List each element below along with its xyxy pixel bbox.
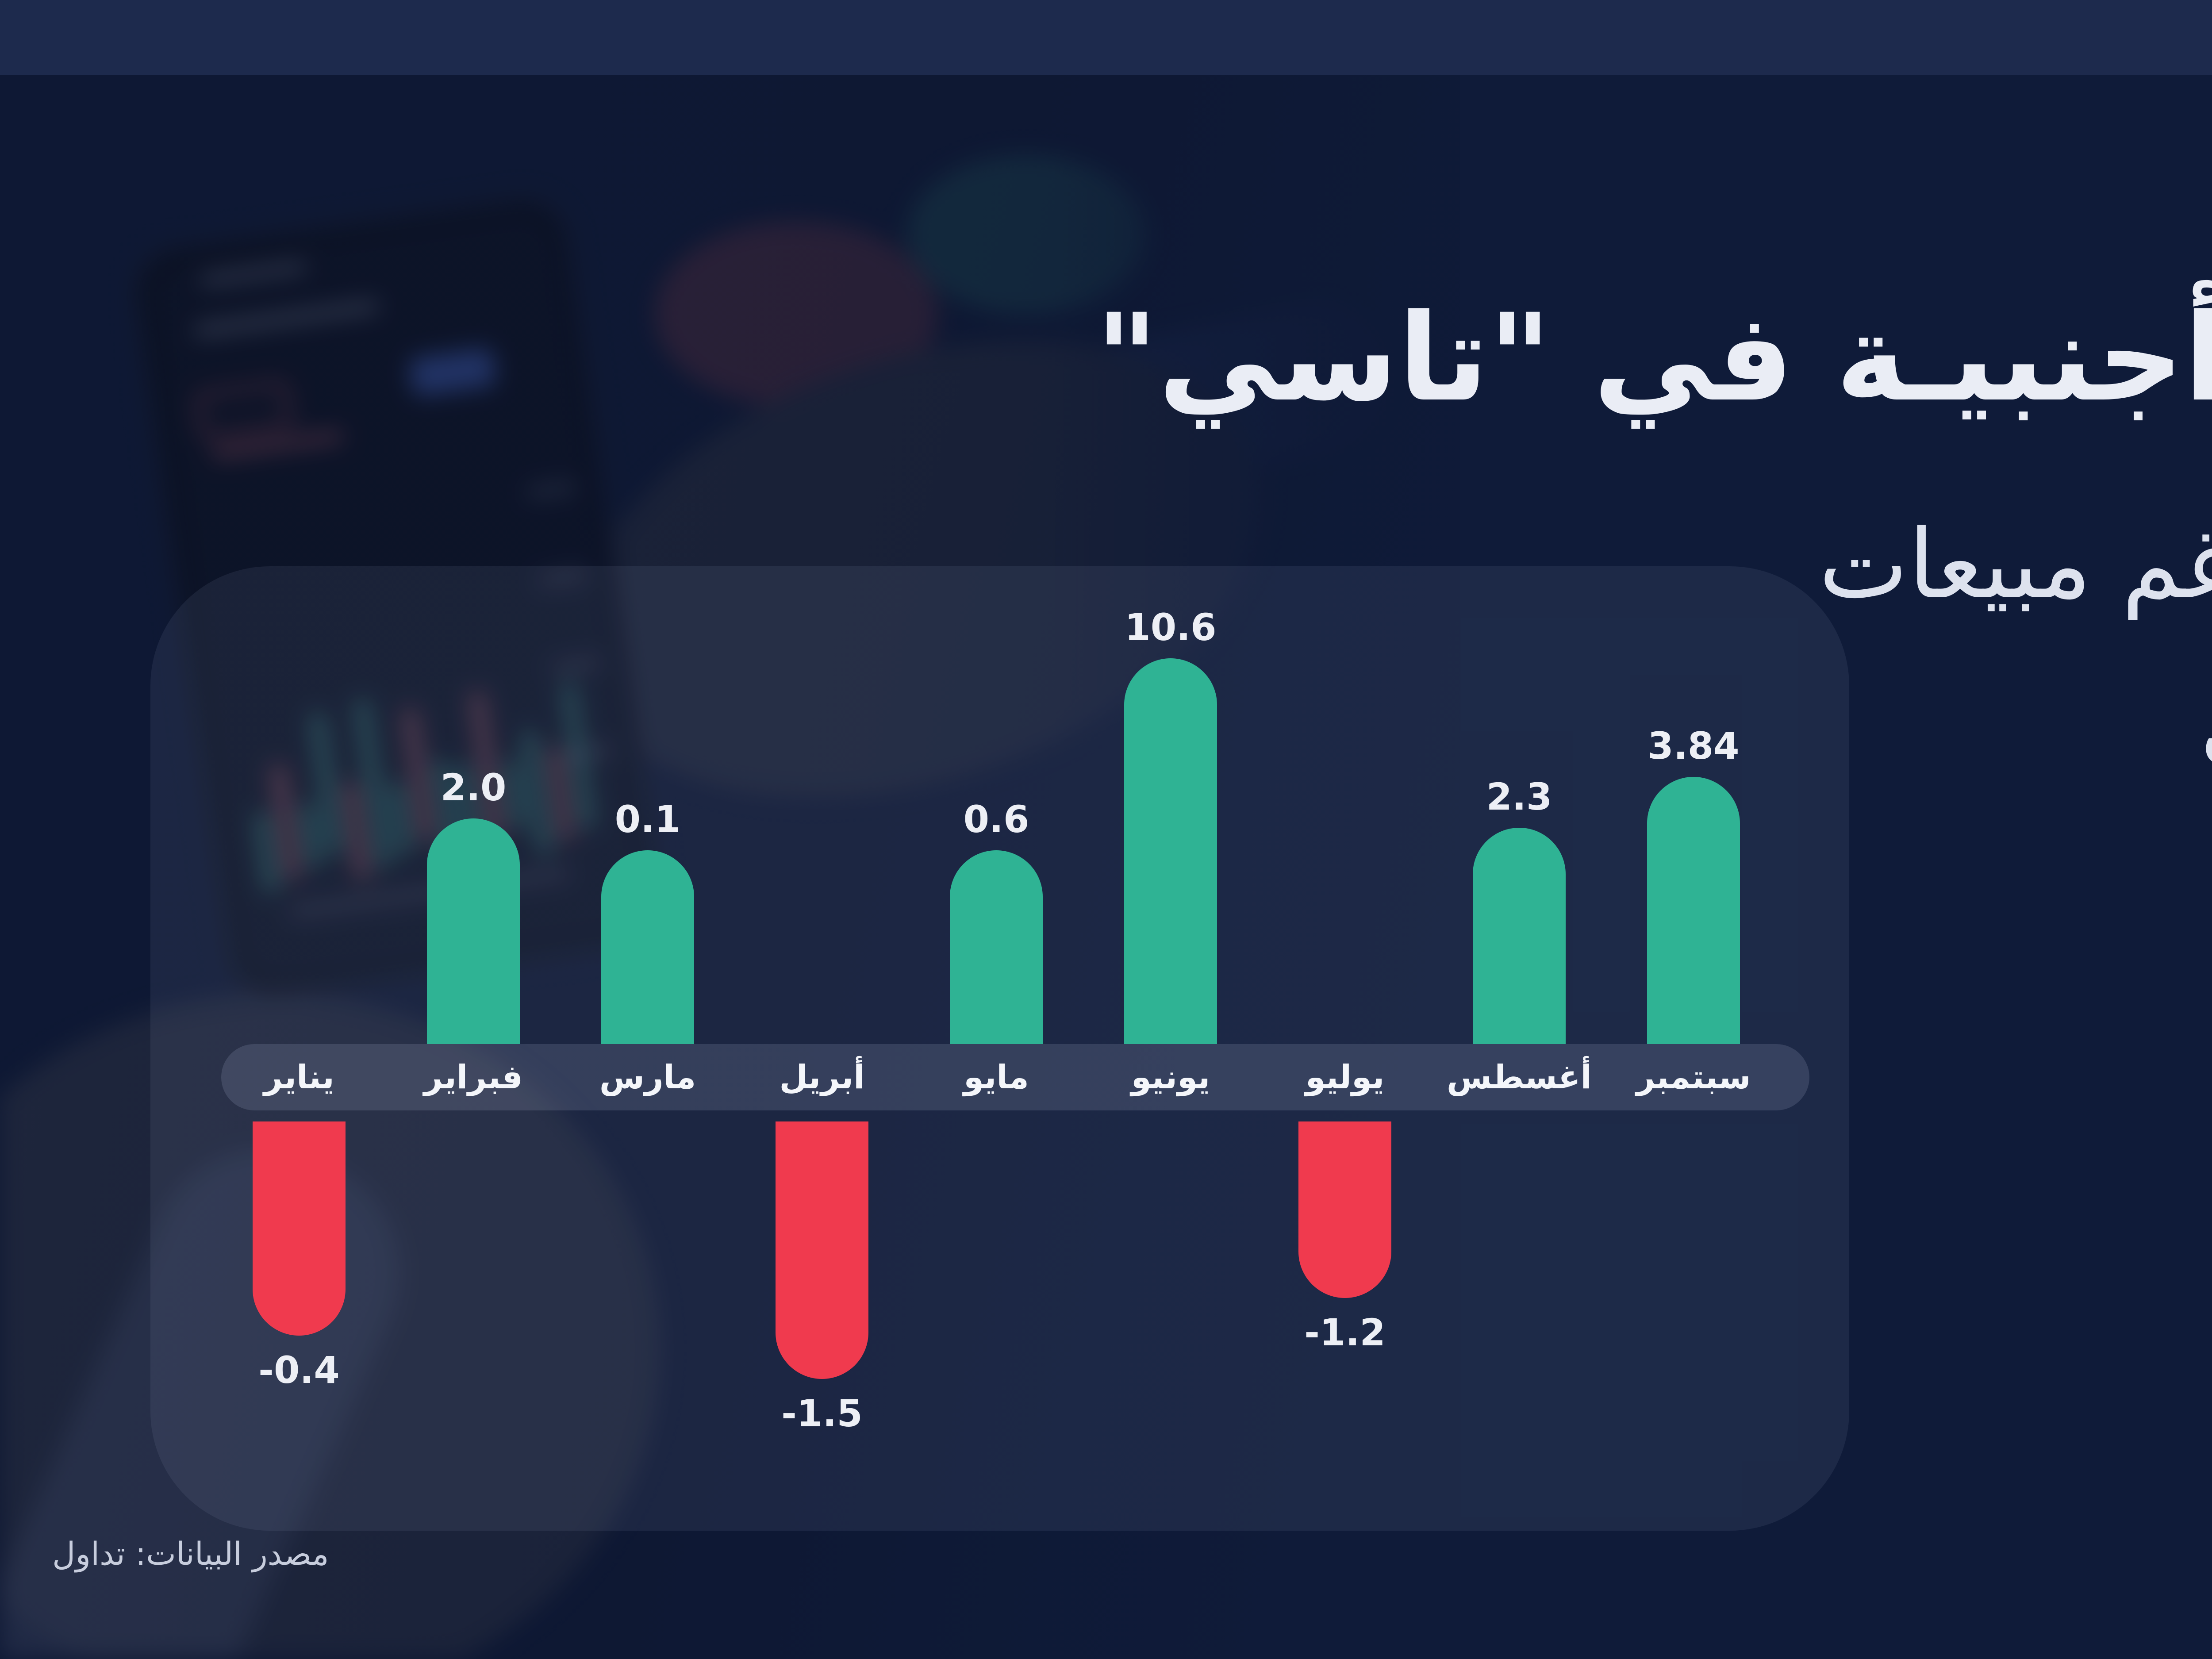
month-label: يونيو xyxy=(1131,1058,1210,1096)
page-subtitle: خلال سبتمبر رغم مبيعات أسبوع التوترات xyxy=(1819,480,2212,818)
bar xyxy=(1298,1121,1391,1298)
subtitle-line-2: أسبوع التوترات xyxy=(1819,649,2212,819)
bar xyxy=(1473,828,1566,1044)
bar xyxy=(950,850,1043,1044)
bar xyxy=(253,1121,346,1336)
month-label: أبريل xyxy=(779,1058,865,1096)
bar-value-label: -1.5 xyxy=(781,1392,863,1435)
bar-value-label: -1.2 xyxy=(1304,1311,1386,1354)
month-axis-strip xyxy=(221,1044,1809,1110)
bar xyxy=(776,1121,868,1379)
page-title: مشتريات أجنبيـة في "تاسي" xyxy=(1095,288,2212,428)
bar xyxy=(427,818,520,1044)
bar xyxy=(1647,777,1740,1044)
month-label: مايو xyxy=(964,1058,1029,1096)
bar-value-label: 0.6 xyxy=(963,798,1029,841)
month-label: أغسطس xyxy=(1447,1058,1592,1096)
month-label: يناير xyxy=(264,1058,334,1096)
bar-value-label: -0.4 xyxy=(258,1348,340,1392)
bar-value-label: 0.1 xyxy=(614,798,681,841)
source-note: مصدر البيانات: تداول xyxy=(52,1535,329,1572)
subtitle-line-1: خلال سبتمبر رغم مبيعات xyxy=(1818,509,2212,620)
month-label: مارس xyxy=(599,1058,696,1096)
bar-value-label: 10.6 xyxy=(1125,606,1217,649)
month-label: فبراير xyxy=(424,1058,523,1096)
bar-value-label: 2.0 xyxy=(440,766,507,809)
chart-panel xyxy=(150,566,1849,1531)
top-band xyxy=(0,0,2212,75)
bar-value-label: 2.3 xyxy=(1486,775,1552,818)
month-label: يوليو xyxy=(1305,1058,1385,1096)
bar-value-label: 3.84 xyxy=(1647,724,1740,768)
bar xyxy=(1124,658,1217,1044)
bar xyxy=(601,850,694,1044)
month-label: سبتمبر xyxy=(1636,1058,1751,1096)
